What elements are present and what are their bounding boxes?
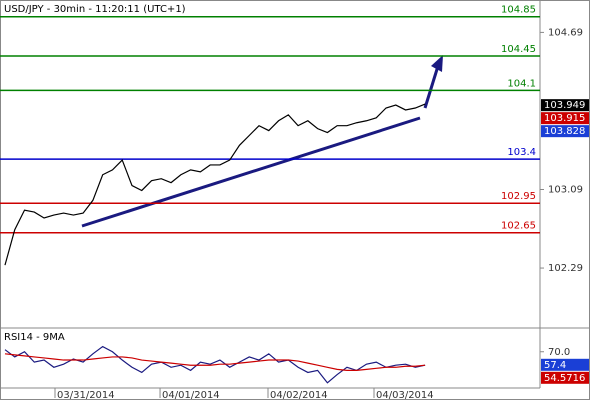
forecast-arrow <box>423 65 440 109</box>
y-tick-label: 102.29 <box>548 263 583 274</box>
price-tag <box>541 112 589 125</box>
rsi-title: RSI14 - 9MA <box>4 332 65 343</box>
price-tag <box>541 358 589 371</box>
price-tag <box>541 125 589 138</box>
level-label: 102.95 <box>501 191 536 202</box>
level-label: 103.4 <box>507 147 536 158</box>
arrow-head <box>431 55 443 72</box>
y-tick-label: 103.09 <box>548 185 583 196</box>
price-tag-label: 103.915 <box>544 113 585 124</box>
chart-title: USD/JPY - 30min - 11:20:11 (UTC+1) <box>4 4 186 15</box>
series-line <box>4 353 426 371</box>
series-line <box>4 103 426 266</box>
level-label: 104.85 <box>501 5 536 16</box>
price-tag-label: 54.5716 <box>544 373 585 384</box>
level-label: 102.65 <box>501 221 536 232</box>
x-tick-label: 03/31/2014 <box>57 390 115 400</box>
y-tick-label: 104.69 <box>548 27 583 38</box>
trend-line <box>81 116 421 228</box>
x-tick-label: 04/03/2014 <box>376 390 434 400</box>
y-tick-label: 70.0 <box>548 347 570 358</box>
price-tag <box>541 99 589 112</box>
price-tag-label: 103.828 <box>544 126 585 137</box>
x-tick-label: 04/02/2014 <box>270 390 328 400</box>
level-label: 104.45 <box>501 44 536 55</box>
price-tag <box>541 371 589 384</box>
price-tag-label: 57.4 <box>544 360 566 371</box>
price-tag-label: 103.949 <box>544 100 585 111</box>
level-label: 104.1 <box>507 78 536 89</box>
x-tick-label: 04/01/2014 <box>162 390 220 400</box>
